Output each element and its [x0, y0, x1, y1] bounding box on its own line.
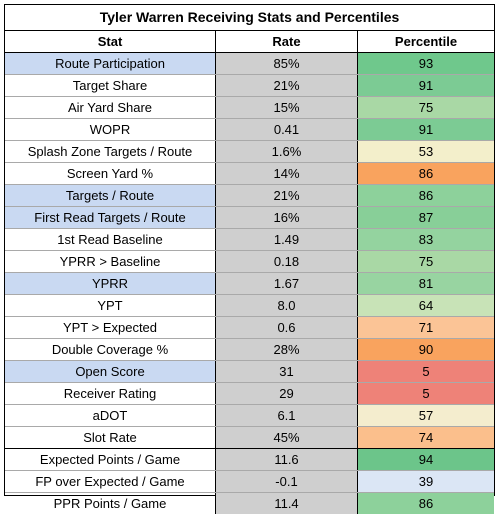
stat-cell: YPT > Expected	[5, 317, 216, 338]
table-row: YPRR 1.67 81	[5, 273, 494, 295]
percentile-cell: 86	[358, 163, 494, 184]
percentile-cell: 39	[358, 471, 494, 492]
percentile-cell: 91	[358, 75, 494, 96]
percentile-cell: 57	[358, 405, 494, 426]
stat-cell: First Read Targets / Route	[5, 207, 216, 228]
stat-cell: WOPR	[5, 119, 216, 140]
table-row: YPT 8.0 64	[5, 295, 494, 317]
table-row: Target Share 21% 91	[5, 75, 494, 97]
rate-cell: 0.18	[216, 251, 358, 272]
table-row: Air Yard Share 15% 75	[5, 97, 494, 119]
header-percentile: Percentile	[394, 34, 458, 49]
rate-cell: 21%	[216, 75, 358, 96]
table-row: Open Score 31 5	[5, 361, 494, 383]
stat-cell: Target Share	[5, 75, 216, 96]
table-row: First Read Targets / Route 16% 87	[5, 207, 494, 229]
rate-cell: -0.1	[216, 471, 358, 492]
rate-cell: 21%	[216, 185, 358, 206]
stat-cell: YPRR > Baseline	[5, 251, 216, 272]
percentile-cell: 87	[358, 207, 494, 228]
stat-cell: 1st Read Baseline	[5, 229, 216, 250]
table-row: 1st Read Baseline 1.49 83	[5, 229, 494, 251]
table-row: FP over Expected / Game -0.1 39	[5, 471, 494, 493]
stat-cell: Slot Rate	[5, 427, 216, 448]
stat-cell: Route Participation	[5, 53, 216, 74]
table-row: Double Coverage % 28% 90	[5, 339, 494, 361]
header-stat: Stat	[5, 31, 216, 52]
stat-cell: Expected Points / Game	[5, 449, 216, 470]
stat-cell: aDOT	[5, 405, 216, 426]
stat-cell: Targets / Route	[5, 185, 216, 206]
percentile-cell: 74	[358, 427, 494, 448]
stat-cell: PPR Points / Game	[5, 493, 216, 514]
stat-cell: Screen Yard %	[5, 163, 216, 184]
table-row: YPT > Expected 0.6 71	[5, 317, 494, 339]
rate-cell: 1.67	[216, 273, 358, 294]
stat-cell: Double Coverage %	[5, 339, 216, 360]
rate-cell: 8.0	[216, 295, 358, 316]
stat-cell: FP over Expected / Game	[5, 471, 216, 492]
percentile-cell: 75	[358, 251, 494, 272]
rate-cell: 6.1	[216, 405, 358, 426]
stat-cell: YPRR	[5, 273, 216, 294]
table-row: Splash Zone Targets / Route 1.6% 53	[5, 141, 494, 163]
stat-cell: Air Yard Share	[5, 97, 216, 118]
percentile-cell: 81	[358, 273, 494, 294]
rate-cell: 0.6	[216, 317, 358, 338]
percentile-cell: 64	[358, 295, 494, 316]
percentile-cell: 94	[358, 449, 494, 470]
table-row: YPRR > Baseline 0.18 75	[5, 251, 494, 273]
rate-cell: 31	[216, 361, 358, 382]
stats-table: Tyler Warren Receiving Stats and Percent…	[4, 4, 495, 514]
stat-cell: YPT	[5, 295, 216, 316]
header-rate: Rate	[216, 31, 358, 52]
stat-cell: Open Score	[5, 361, 216, 382]
rate-cell: 1.6%	[216, 141, 358, 162]
rate-cell: 45%	[216, 427, 358, 448]
percentile-cell: 86	[358, 493, 494, 514]
table-row: WOPR 0.41 91	[5, 119, 494, 141]
table-row: Screen Yard % 14% 86	[5, 163, 494, 185]
table-title: Tyler Warren Receiving Stats and Percent…	[5, 5, 494, 31]
percentile-cell: 53	[358, 141, 494, 162]
percentile-cell: 90	[358, 339, 494, 360]
rate-cell: 11.6	[216, 449, 358, 470]
stat-cell: Receiver Rating	[5, 383, 216, 404]
stat-cell: Splash Zone Targets / Route	[5, 141, 216, 162]
percentile-cell: 91	[358, 119, 494, 140]
percentile-cell: 75	[358, 97, 494, 118]
header-row: Stat Rate Percentile	[5, 31, 494, 53]
table-row: Route Participation 85% 93	[5, 53, 494, 75]
table-row: Targets / Route 21% 86	[5, 185, 494, 207]
rate-cell: 0.41	[216, 119, 358, 140]
percentile-cell: 93	[358, 53, 494, 74]
rate-cell: 14%	[216, 163, 358, 184]
table-row: Expected Points / Game 11.6 94	[5, 449, 494, 471]
rate-cell: 15%	[216, 97, 358, 118]
table-row: aDOT 6.1 57	[5, 405, 494, 427]
rate-cell: 29	[216, 383, 358, 404]
table-body: Route Participation 85% 93 Target Share 21% 9…	[5, 53, 494, 514]
rate-cell: 85%	[216, 53, 358, 74]
rate-cell: 11.4	[216, 493, 358, 514]
rate-cell: 1.49	[216, 229, 358, 250]
table-row: PPR Points / Game 11.4 86	[5, 493, 494, 514]
percentile-cell: 5	[358, 361, 494, 382]
rate-cell: 28%	[216, 339, 358, 360]
table-row: Receiver Rating 29 5	[5, 383, 494, 405]
table-row: Slot Rate 45% 74	[5, 427, 494, 449]
percentile-cell: 83	[358, 229, 494, 250]
rate-cell: 16%	[216, 207, 358, 228]
percentile-cell: 5	[358, 383, 494, 404]
percentile-cell: 71	[358, 317, 494, 338]
percentile-cell: 86	[358, 185, 494, 206]
